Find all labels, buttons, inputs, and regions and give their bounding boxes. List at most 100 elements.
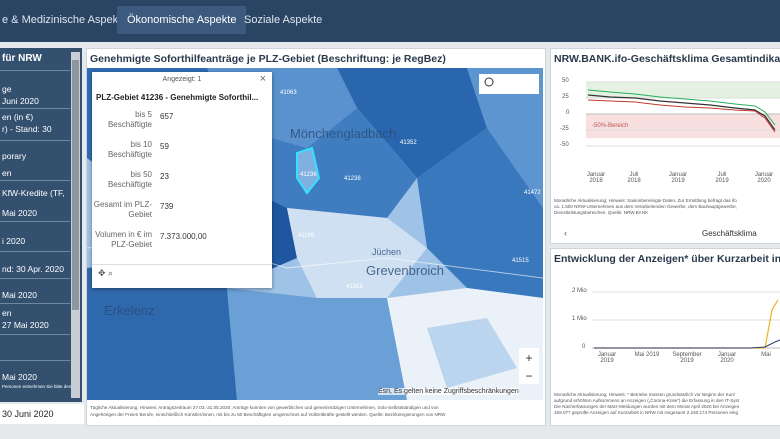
line <box>587 99 776 133</box>
sidebar-item[interactable]: Mai 2020 <box>2 208 37 218</box>
sidebar: für NRW ge Juni 2020 en (in €) r) - Stan… <box>0 48 82 402</box>
region <box>427 318 517 388</box>
selected-region[interactable] <box>296 146 321 195</box>
x-tick-label: Januar 2019 <box>668 172 688 184</box>
sidebar-item[interactable]: ge <box>2 84 12 94</box>
band <box>586 82 780 98</box>
attribution: Esri, Es gelten keine Zugriffsbeschränku… <box>378 388 519 395</box>
sidebar-item[interactable]: Mai 2020 <box>2 290 37 300</box>
separator <box>0 140 70 141</box>
prev-arrow[interactable]: ‹ <box>564 228 567 238</box>
footnote: Angehörigen der Freien Berufe, einschlie… <box>90 412 446 417</box>
separator <box>0 278 70 279</box>
separator <box>0 180 70 181</box>
kurzarbeit-chart <box>592 291 780 349</box>
chart-tab[interactable]: Geschäftsklima <box>702 229 757 238</box>
separator <box>0 360 70 361</box>
panel-title: Entwicklung der Anzeigen* über Kurzarbei… <box>554 253 780 265</box>
popup-close[interactable]: × <box>259 73 266 85</box>
postcode-label: 41515 <box>512 258 529 264</box>
region <box>417 128 543 298</box>
sidebar-item[interactable]: en <box>2 308 12 318</box>
footnote: ca. 1.500 NRW-Unternehmen aus dem Verarb… <box>554 204 737 209</box>
line <box>594 339 780 349</box>
popup-value: 657 <box>160 112 174 121</box>
place-label: Grevenbroich <box>366 263 445 278</box>
sidebar-item[interactable]: i 2020 <box>2 236 26 246</box>
y-tick-label: 25 <box>562 94 569 100</box>
x-tick-label: Januar 2020 <box>754 172 774 184</box>
footnote: Die Nacherfassungen der März-Meldungen w… <box>554 404 740 409</box>
footnote: Monatliche Aktualisierung; Hinweis: Sais… <box>554 198 737 203</box>
separator <box>0 70 70 71</box>
x-tick-label: Januar 2019 <box>597 352 617 364</box>
popup-label: bis 5 Beschäftigte <box>107 110 152 129</box>
y-tick-label: 0 <box>582 344 586 350</box>
postcode-label: 41363 <box>346 284 363 290</box>
sidebar-heading: für NRW <box>2 53 42 64</box>
y-tick-label: 2 Mio <box>572 288 587 294</box>
sidebar-footer: 30 Juni 2020 <box>0 404 84 424</box>
zoom-controls[interactable] <box>519 348 539 384</box>
popup-tools[interactable]: ✥ ⌕ <box>98 268 114 278</box>
separator <box>0 251 70 252</box>
x-tick-label: Mai <box>761 352 771 358</box>
region <box>237 108 417 218</box>
map-tools[interactable] <box>479 74 539 94</box>
sidebar-item[interactable]: Juni 2020 <box>2 96 39 106</box>
sidebar-item[interactable]: Mai 2020 <box>2 372 37 382</box>
separator <box>0 334 70 335</box>
y-tick-label: 50 <box>562 78 569 84</box>
separator <box>92 264 272 265</box>
nav-tab[interactable]: e & Medizinische Aspekte <box>2 14 128 26</box>
zoom-in[interactable]: + <box>525 351 532 365</box>
region <box>87 258 237 400</box>
popup-value: 739 <box>160 202 174 211</box>
popup-value: 7.373.000,00 <box>160 232 207 241</box>
postcode-label: 41063 <box>280 90 297 96</box>
popup-label: bis 10 Beschäftigte <box>107 140 152 159</box>
separator <box>0 221 70 222</box>
sidebar-item[interactable]: KfW-Kredite (TF, <box>2 188 65 198</box>
region <box>287 208 427 298</box>
line <box>587 89 776 126</box>
x-tick-label: Juli 2018 <box>627 172 641 184</box>
popup-heading: PLZ-Gebiet 41236 - Genehmigte Soforthil.… <box>96 93 259 102</box>
postcode-label: 41236 <box>300 172 317 178</box>
sidebar-item[interactable]: porary <box>2 151 27 161</box>
place-label: Erkelenz <box>104 303 155 318</box>
band-label: -50%-Bereich <box>592 123 629 129</box>
line <box>587 94 776 131</box>
popup-label: Volumen in € im PLZ-Gebiet <box>95 230 152 249</box>
popup: Angezeigt: 1 × PLZ-Gebiet 41236 - Genehm… <box>92 72 272 288</box>
nav-tab[interactable]: Soziale Aspekte <box>244 14 323 26</box>
kurzarbeit-panel <box>550 248 780 426</box>
footnote: aufgrund erhöhten Aufkommens an Anzeigen… <box>554 398 740 403</box>
x-tick-label: Mai 2019 <box>634 352 660 358</box>
x-tick-label: Juli 2019 <box>715 172 729 184</box>
nav-tab-active[interactable]: Ökonomische Aspekte <box>117 6 247 34</box>
sidebar-item[interactable]: en <box>2 168 12 178</box>
postcode-label: 41352 <box>400 140 417 146</box>
y-tick-label: -25 <box>560 126 569 132</box>
band <box>586 114 780 138</box>
sidebar-item[interactable]: r) - Stand: 30 <box>2 124 52 134</box>
sidebar-item[interactable]: nd: 30 Apr. 2020 <box>2 264 64 274</box>
sidebar-item[interactable]: en (in €) <box>2 112 34 122</box>
climate-chart <box>586 81 780 147</box>
x-tick-label: September 2019 <box>672 352 702 364</box>
scrollbar-thumb[interactable] <box>72 60 79 310</box>
separator <box>0 108 70 109</box>
y-tick-label: 0 <box>566 110 570 116</box>
region <box>467 68 543 208</box>
footnote: Monatliche Aktualisierung; Hinweis: * Be… <box>554 392 736 397</box>
search-icon[interactable] <box>484 77 494 87</box>
sidebar-item[interactable]: 27 Mai 2020 <box>2 320 49 330</box>
sidebar-note: Personen entnehmen Sie bitte den <box>2 384 72 389</box>
zoom-out[interactable]: − <box>525 369 532 383</box>
popup-label: Gesamt im PLZ-Gebiet <box>93 200 152 219</box>
popup-value: 59 <box>160 142 169 151</box>
panel-title: NRW.BANK.ifo-Geschäftsklima Gesamtindika… <box>554 53 780 65</box>
y-tick-label: 1 Mio <box>572 316 587 322</box>
